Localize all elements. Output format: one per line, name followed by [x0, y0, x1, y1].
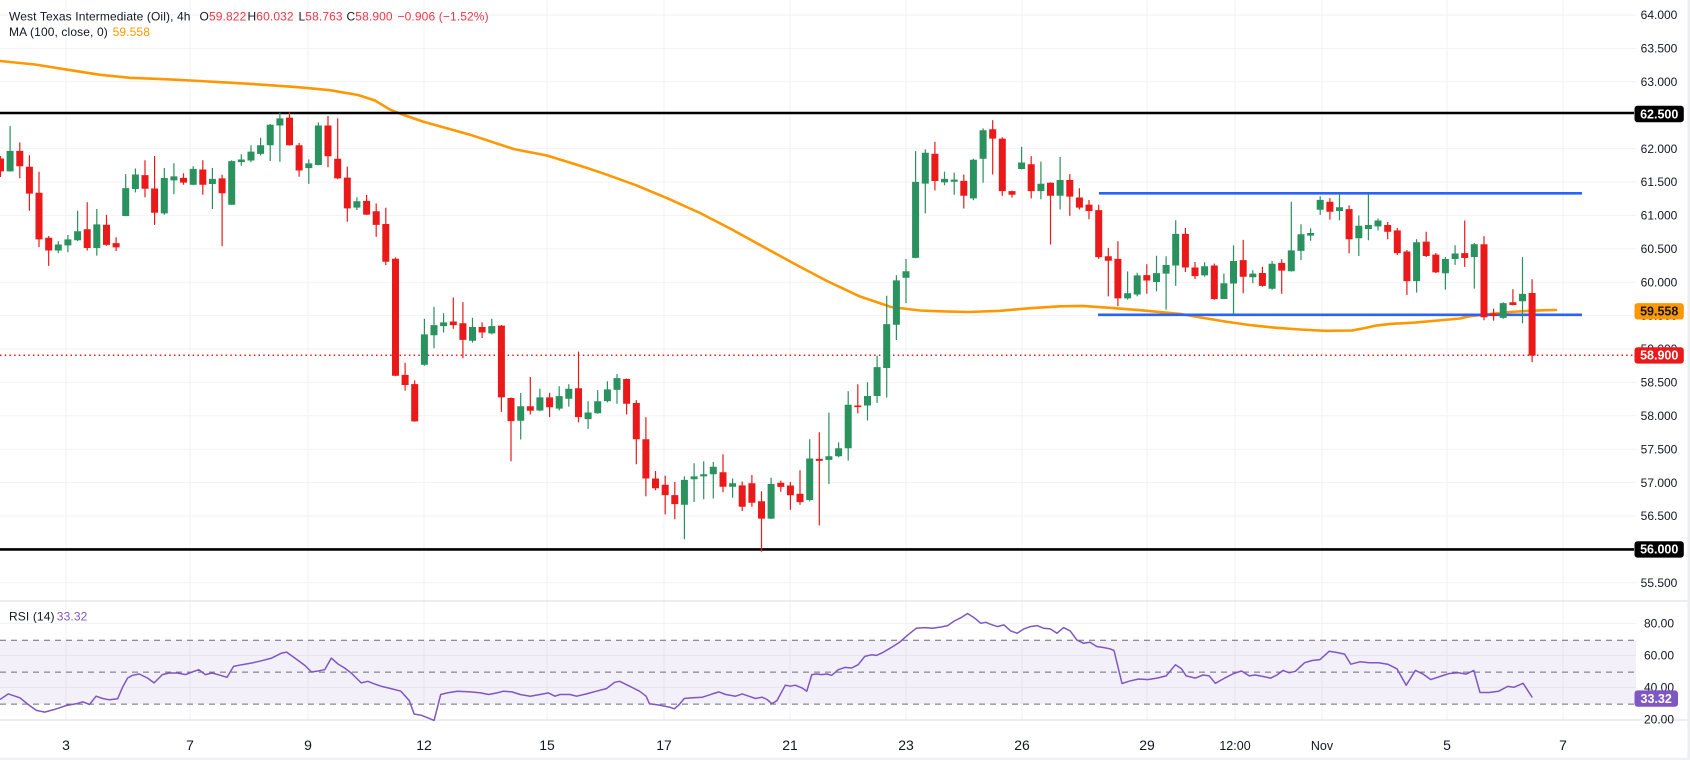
svg-text:7: 7 — [186, 737, 194, 753]
svg-text:MA (100, close, 0)59.558: MA (100, close, 0) 59.558 — [9, 25, 150, 39]
svg-text:7: 7 — [1559, 737, 1567, 753]
svg-text:56.500: 56.500 — [1641, 509, 1678, 523]
svg-text:63.000: 63.000 — [1641, 75, 1678, 89]
svg-text:3: 3 — [62, 737, 70, 753]
svg-text:60.500: 60.500 — [1641, 242, 1678, 256]
svg-text:60.00: 60.00 — [1644, 649, 1674, 663]
svg-text:RSI (14)33.32: RSI (14) 33.32 — [9, 610, 88, 624]
svg-text:20.00: 20.00 — [1644, 713, 1674, 727]
svg-text:55.500: 55.500 — [1641, 576, 1678, 590]
svg-text:61.500: 61.500 — [1641, 175, 1678, 189]
svg-text:58.000: 58.000 — [1641, 409, 1678, 423]
svg-text:29: 29 — [1139, 737, 1155, 753]
svg-text:West Texas Intermediate (Oil),: West Texas Intermediate (Oil), 4h O59.822… — [9, 10, 489, 24]
svg-text:12:00: 12:00 — [1219, 739, 1250, 753]
svg-text:61.000: 61.000 — [1641, 209, 1678, 223]
svg-text:9: 9 — [304, 737, 312, 753]
svg-text:26: 26 — [1014, 737, 1030, 753]
svg-text:63.500: 63.500 — [1641, 42, 1678, 56]
svg-text:57.000: 57.000 — [1641, 476, 1678, 490]
svg-text:59.558: 59.558 — [1640, 305, 1678, 319]
svg-text:15: 15 — [539, 737, 555, 753]
svg-text:21: 21 — [782, 737, 798, 753]
svg-text:62.500: 62.500 — [1640, 107, 1678, 121]
svg-text:5: 5 — [1443, 737, 1451, 753]
svg-text:58.900: 58.900 — [1640, 349, 1678, 363]
svg-text:80.00: 80.00 — [1644, 617, 1674, 631]
svg-text:Nov: Nov — [1311, 739, 1334, 753]
svg-text:23: 23 — [898, 737, 914, 753]
svg-text:58.500: 58.500 — [1641, 376, 1678, 390]
svg-text:12: 12 — [416, 737, 432, 753]
svg-text:56.000: 56.000 — [1640, 543, 1678, 557]
svg-text:17: 17 — [656, 737, 672, 753]
svg-text:62.000: 62.000 — [1641, 142, 1678, 156]
svg-text:64.000: 64.000 — [1641, 8, 1678, 22]
svg-text:60.000: 60.000 — [1641, 275, 1678, 289]
svg-text:33.32: 33.32 — [1641, 692, 1672, 706]
svg-text:57.500: 57.500 — [1641, 442, 1678, 456]
